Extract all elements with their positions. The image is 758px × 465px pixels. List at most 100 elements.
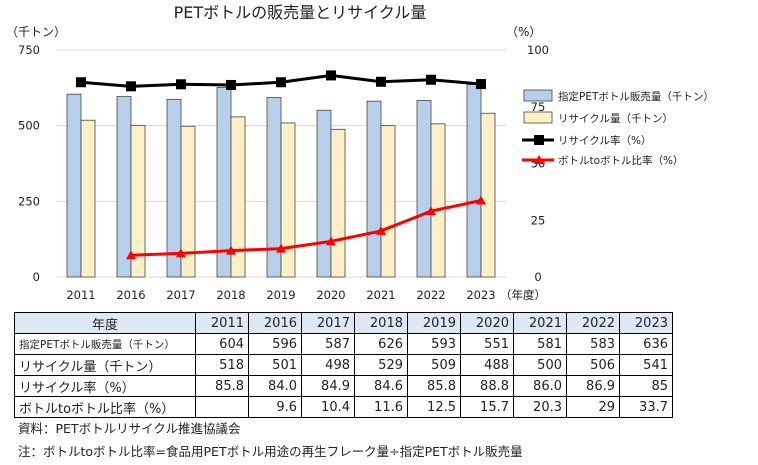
legend-square-marker — [534, 135, 544, 145]
x-tick: 2019 — [266, 288, 295, 302]
table-cell: 529 — [354, 354, 408, 376]
legend-label: リサイクル量（千トン） — [558, 113, 673, 125]
table-cell: 506 — [566, 354, 620, 376]
table-cell: 84.6 — [354, 375, 408, 397]
sales-bar — [466, 84, 482, 278]
table-cell — [195, 396, 249, 418]
bars — [66, 84, 496, 278]
y-left-tick: 0 — [33, 270, 40, 284]
table-year-header: 2019 — [407, 312, 461, 334]
x-tick: 2022 — [416, 288, 445, 302]
x-tick: 2020 — [316, 288, 345, 302]
btob-ratio-marker — [226, 245, 236, 255]
table-cell: 498 — [301, 354, 355, 376]
table-year-header: 2011 — [195, 312, 249, 334]
table-cell: 587 — [301, 333, 355, 355]
sales-bar — [66, 93, 82, 278]
btob-ratio-marker — [326, 236, 336, 246]
recycle-bar — [180, 125, 196, 278]
footnote: 注：ボトルtoボトル比率=食品用PETボトル用途の再生フレーク量÷指定PETボト… — [18, 444, 523, 459]
recycle-bar — [130, 124, 146, 278]
table-cell: 20.3 — [513, 396, 567, 418]
table-cell: 85.8 — [195, 375, 249, 397]
y-right-unit: （%） — [506, 25, 541, 39]
chart-title: PETボトルの販売量とリサイクル量 — [174, 3, 427, 22]
source-note: 資料：PETボトルリサイクル推進協議会 — [18, 421, 241, 436]
sales-bar — [116, 96, 132, 278]
recycle-bar — [280, 122, 296, 278]
table-cell: 86.9 — [566, 375, 620, 397]
btob-ratio-marker — [126, 250, 136, 260]
data-table: 年度 2011 2016 2017 2018 2019 2020 2021 2022 2023 … — [14, 312, 673, 418]
legend-label: ボトルtoボトル比率（%） — [558, 154, 684, 167]
legend-triangle-marker — [534, 155, 544, 164]
y-left-tick: 500 — [18, 119, 40, 133]
table-cell: 29 — [566, 396, 620, 418]
recycle-rate-marker — [226, 79, 236, 90]
table-row-label: 指定PETボトル販売量（千トン） — [14, 333, 196, 355]
btob-ratio-marker — [426, 206, 436, 216]
sales-bar — [166, 98, 182, 278]
table-row-label: リサイクル率（%） — [14, 375, 196, 397]
x-tick: 2021 — [366, 288, 395, 302]
table-cell: 84.0 — [248, 375, 302, 397]
table-year-header: 2020 — [460, 312, 514, 334]
table-cell: 85.8 — [407, 375, 461, 397]
table-cell: 500 — [513, 354, 567, 376]
sales-bar — [366, 100, 382, 278]
recycle-bar — [480, 112, 496, 278]
table-cell: 501 — [248, 354, 302, 376]
table-year-header: 2017 — [301, 312, 355, 334]
table-cell: 85 — [619, 375, 673, 397]
table-cell: 12.5 — [407, 396, 461, 418]
table-cell: 583 — [566, 333, 620, 355]
recycle-bar — [330, 128, 346, 278]
table-row: 指定PETボトル販売量（千トン） 604 596 587 626 593 551 581 583… — [14, 333, 673, 355]
table-cell: 518 — [195, 354, 249, 376]
legend-label: リサイクル率（%） — [558, 134, 651, 147]
table-cell: 9.6 — [248, 396, 302, 418]
recycle-rate-marker — [176, 79, 186, 90]
recycle-bar — [80, 119, 96, 278]
table-corner-header: 年度 — [14, 312, 196, 334]
sales-bar — [316, 109, 332, 278]
recycle-rate-marker — [276, 77, 286, 88]
table-row-label: ボトルtoボトル比率（%） — [14, 396, 196, 418]
recycle-rate-marker — [326, 70, 336, 81]
table-cell: 88.8 — [460, 375, 514, 397]
table-row: リサイクル率（%） 85.8 84.0 84.9 84.6 85.8 88.8 86.0 86.… — [14, 375, 673, 397]
table-cell: 626 — [354, 333, 408, 355]
y-left-unit: （千トン） — [6, 25, 66, 39]
table-row: ボトルtoボトル比率（%） 9.6 10.4 11.6 12.5 15.7 20.3 29 33… — [14, 396, 673, 418]
recycle-bar — [430, 123, 446, 278]
recycle-rate-marker — [426, 74, 436, 85]
table-cell: 604 — [195, 333, 249, 355]
table-year-header: 2023 — [619, 312, 673, 334]
recycle-rate-marker — [126, 81, 136, 92]
table-cell: 636 — [619, 333, 673, 355]
table-cell: 593 — [407, 333, 461, 355]
btob-ratio-line — [130, 199, 482, 257]
sales-bar — [216, 87, 232, 278]
chart: PETボトルの販売量とリサイクル量 （千トン） （%） 0 250 500 750 0 2… — [6, 3, 714, 302]
btob-ratio-marker — [376, 225, 386, 235]
btob-ratio-marker — [476, 195, 486, 205]
axis-labels: 0250500750025507510020112016201720182019… — [18, 43, 549, 302]
x-unit: （年度） — [500, 288, 546, 302]
x-tick: 2018 — [216, 288, 245, 302]
table-year-header: 2018 — [354, 312, 408, 334]
table-header-row: 年度 2011 2016 2017 2018 2019 2020 2021 2022 2023 — [14, 312, 673, 334]
table-row-label: リサイクル量（千トン） — [14, 354, 196, 376]
table-cell: 86.0 — [513, 375, 567, 397]
sales-bar — [416, 100, 432, 278]
recycle-bar — [230, 116, 246, 278]
table-cell: 596 — [248, 333, 302, 355]
legend-label: 指定PETボトル販売量（千トン） — [558, 90, 714, 103]
table-year-header: 2022 — [566, 312, 620, 334]
table-cell: 33.7 — [619, 396, 673, 418]
table-cell: 551 — [460, 333, 514, 355]
btob-ratio-marker — [176, 248, 186, 258]
table-cell: 11.6 — [354, 396, 408, 418]
x-tick: 2016 — [116, 288, 145, 302]
lines — [76, 70, 486, 260]
